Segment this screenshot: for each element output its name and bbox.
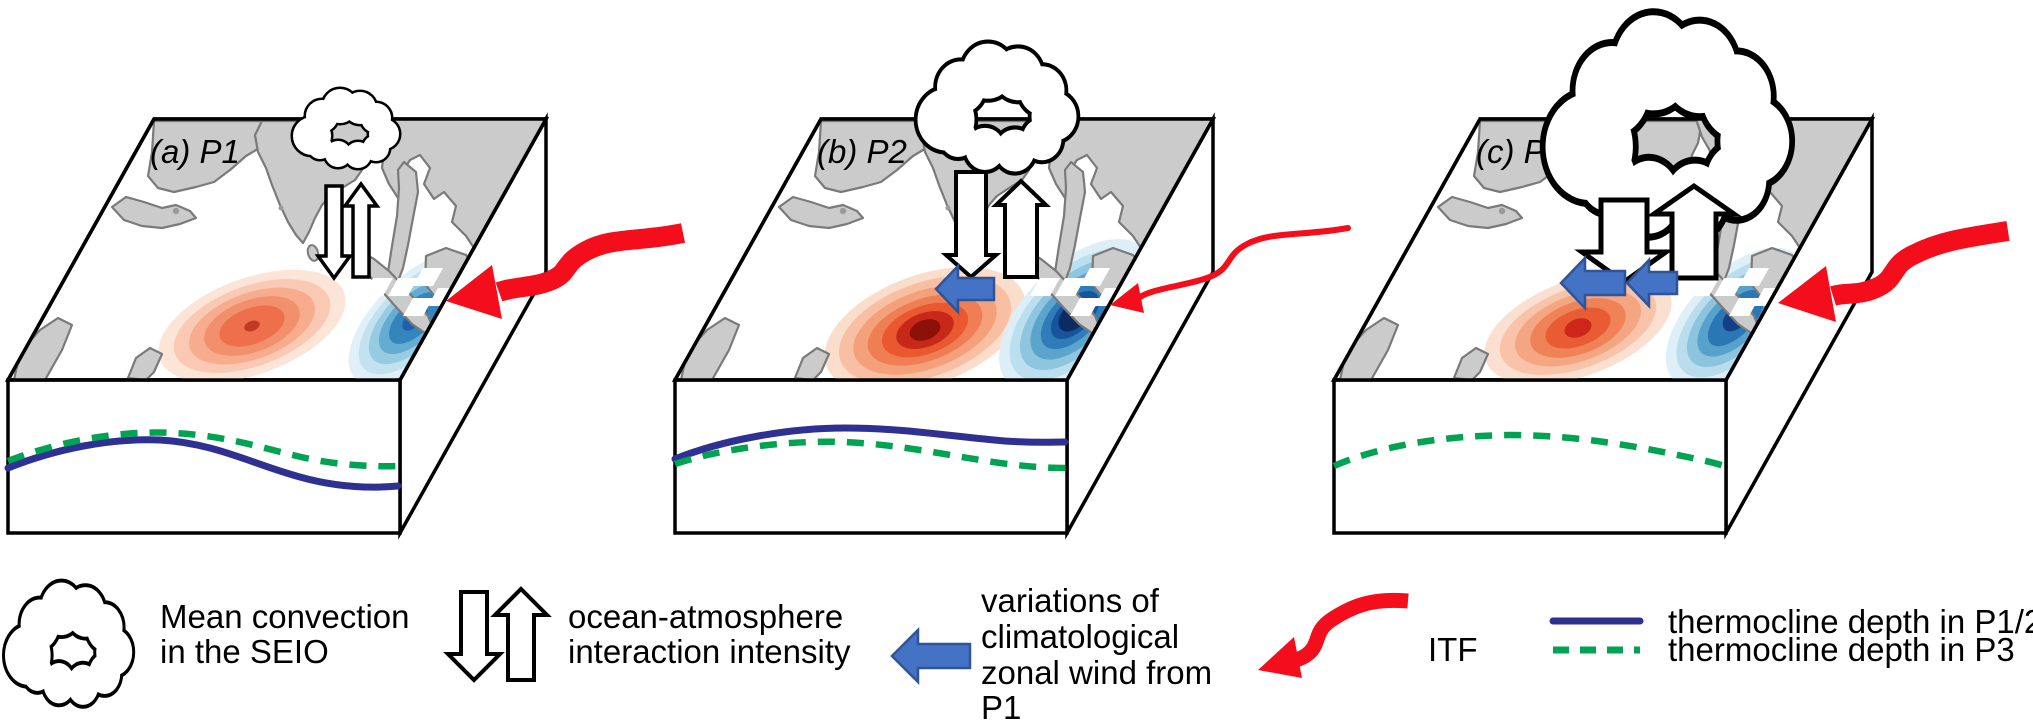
zonal-wind-arrow-icon [934,262,996,316]
box-front-face [6,378,402,535]
legend-mean-convection-line1: Mean convection [160,598,409,635]
legend-zonal-wind-line4: P1 [981,689,1021,723]
box-top-face-outline [672,117,1216,382]
legend: Mean convection in the SEIO ocean-atmosp… [5,582,2033,726]
legend-zonal-wind-line2: climatological [981,618,1179,655]
legend-interaction-line1: ocean-atmosphere [568,598,843,635]
legend-down-arrow-icon [443,590,505,683]
map-surface [12,119,546,380]
legend-zonal-wind-line3: zonal wind from [981,654,1212,691]
map-surface [679,119,1213,380]
down-arrow-icon [940,170,1002,280]
panel-a-p1: (a) P1 [4,89,549,540]
legend-cloud-icon [5,582,132,704]
panel-b-p2: (b) P2 [671,44,1216,540]
legend-thermocline-p12-label: thermocline depth in P1/2 [1668,603,2033,640]
legend-itf-arrow-icon [1258,592,1409,678]
box-front-face [1332,378,1728,535]
itf-arrow-panel-b-weak [1110,225,1351,313]
warm-sst-anomaly [1484,271,1672,380]
thermocline-line-p3 [673,438,1066,472]
box-top-face-outline [5,117,549,382]
thermocline-line-p12 [671,424,1069,463]
panel-a-label: (a) P1 [150,133,240,170]
itf-arrow-panel-a [446,223,686,319]
zonal-wind-arrow-icon [1625,256,1679,310]
thermocline-line-p3 [6,429,399,470]
convection-cloud-medium [918,44,1077,172]
warm-sst-anomaly-strong [824,267,1026,380]
legend-zonal-wind-arrow-icon [890,626,972,686]
thermocline-line-p3 [1332,431,1726,470]
up-arrow-icon [1646,182,1742,281]
box-front-face [673,378,1069,535]
legend-zonal-wind-line1: variations of [981,582,1160,619]
down-arrow-icon [314,184,354,281]
up-arrow-icon [991,178,1051,279]
thermocline-line-p12 [4,436,402,491]
panel-b-label: (b) P2 [817,133,907,170]
legend-up-arrow-icon [490,586,552,682]
box-top-face-outline [1331,117,1875,382]
map-surface [1338,119,1872,380]
legend-mean-convection-line2: in the SEIO [160,633,329,670]
legend-thermocline-p3-label: thermocline depth in P3 [1668,631,2015,668]
warm-sst-anomaly [158,269,346,380]
panel-c-p3: (c) P3 [1331,15,1875,540]
legend-itf-label: ITF [1428,631,1477,668]
itf-arrow-panel-c [1778,221,2010,322]
zonal-wind-arrow-icon [1559,254,1627,312]
up-arrow-icon [341,181,381,279]
legend-interaction-line2: interaction intensity [568,633,851,670]
